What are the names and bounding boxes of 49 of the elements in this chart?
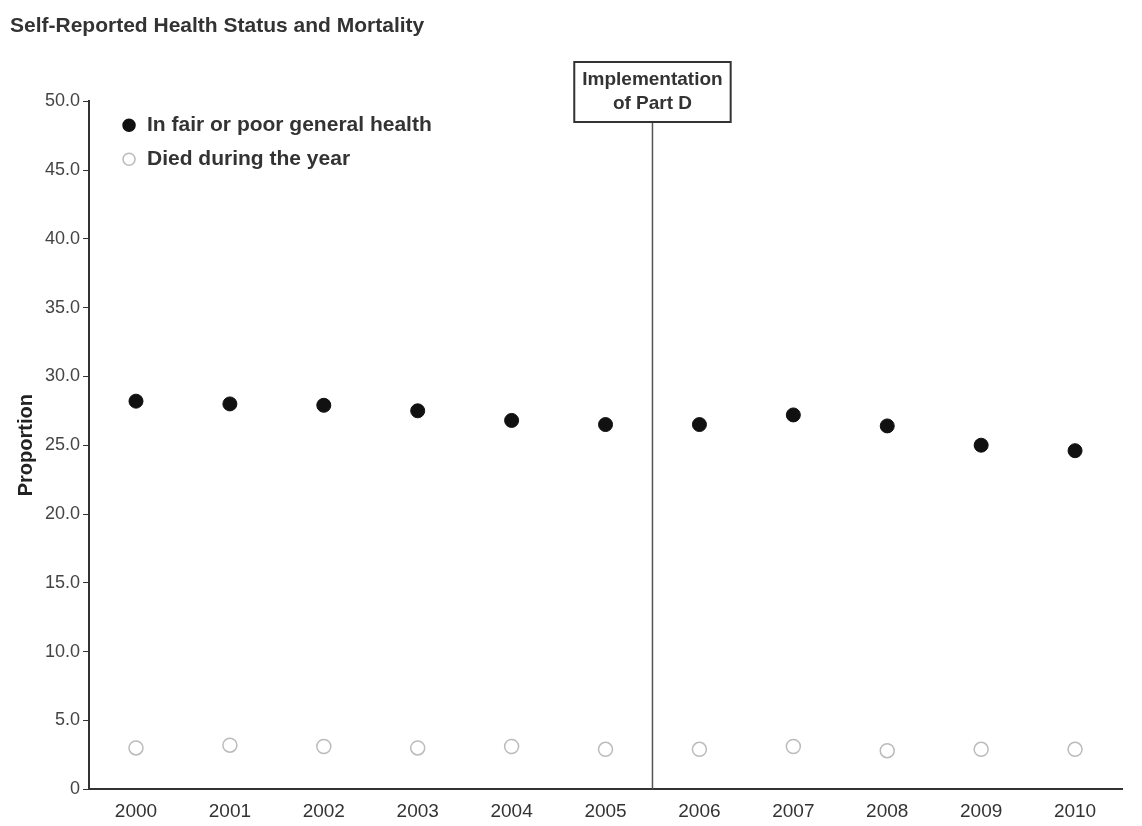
- x-tick-label: 2005: [584, 799, 627, 821]
- legend-label: Died during the year: [147, 146, 351, 169]
- x-tick-label: 2006: [678, 799, 721, 821]
- point: [410, 403, 426, 419]
- point: [1067, 741, 1083, 758]
- point: [973, 437, 989, 453]
- point: [504, 412, 520, 428]
- y-tick-label: 35.0: [44, 296, 81, 317]
- point: [222, 737, 238, 753]
- point: [503, 738, 520, 755]
- y-tick-label: 30.0: [44, 365, 81, 386]
- point: [597, 741, 614, 758]
- legend-label: In fair or poor general health: [147, 112, 432, 135]
- y-tick-label: 40.0: [44, 227, 81, 248]
- y-axis-title: Proportion: [13, 394, 36, 497]
- x-tick-label: 2008: [866, 799, 909, 821]
- point: [785, 407, 801, 423]
- x-tick-label: 2000: [114, 799, 158, 821]
- y-tick-label: 25.0: [44, 434, 81, 455]
- x-tick-label: 2001: [208, 799, 252, 821]
- y-tick-label: 0: [70, 778, 81, 799]
- chart-title: Self-Reported Health Status and Mortality: [10, 13, 425, 37]
- point: [973, 741, 989, 758]
- point: [222, 396, 238, 412]
- point: [879, 742, 895, 759]
- point: [691, 417, 707, 433]
- point: [128, 393, 144, 409]
- point: [316, 738, 332, 755]
- y-tick-label: 15.0: [44, 571, 81, 592]
- y-tick-label: 45.0: [44, 158, 81, 179]
- x-tick-label: 2003: [396, 799, 439, 821]
- y-tick-label: 5.0: [55, 709, 81, 730]
- x-tick-label: 2004: [490, 799, 534, 821]
- point: [1067, 443, 1083, 459]
- point: [598, 417, 614, 433]
- y-tick-label: 50.0: [44, 90, 81, 111]
- x-tick-label: 2009: [960, 799, 1003, 821]
- x-tick-label: 2002: [302, 799, 345, 821]
- y-tick-label: 10.0: [44, 640, 81, 661]
- point: [879, 418, 895, 434]
- ref-line-label: Implementation of Part D: [582, 68, 723, 114]
- y-tick-label: 20.0: [44, 502, 81, 523]
- point: [691, 741, 708, 758]
- point: [785, 738, 802, 755]
- x-tick-label: 2010: [1053, 799, 1097, 821]
- point: [409, 740, 426, 756]
- x-tick-label: 2007: [772, 799, 815, 821]
- point: [316, 397, 332, 413]
- point: [128, 740, 144, 756]
